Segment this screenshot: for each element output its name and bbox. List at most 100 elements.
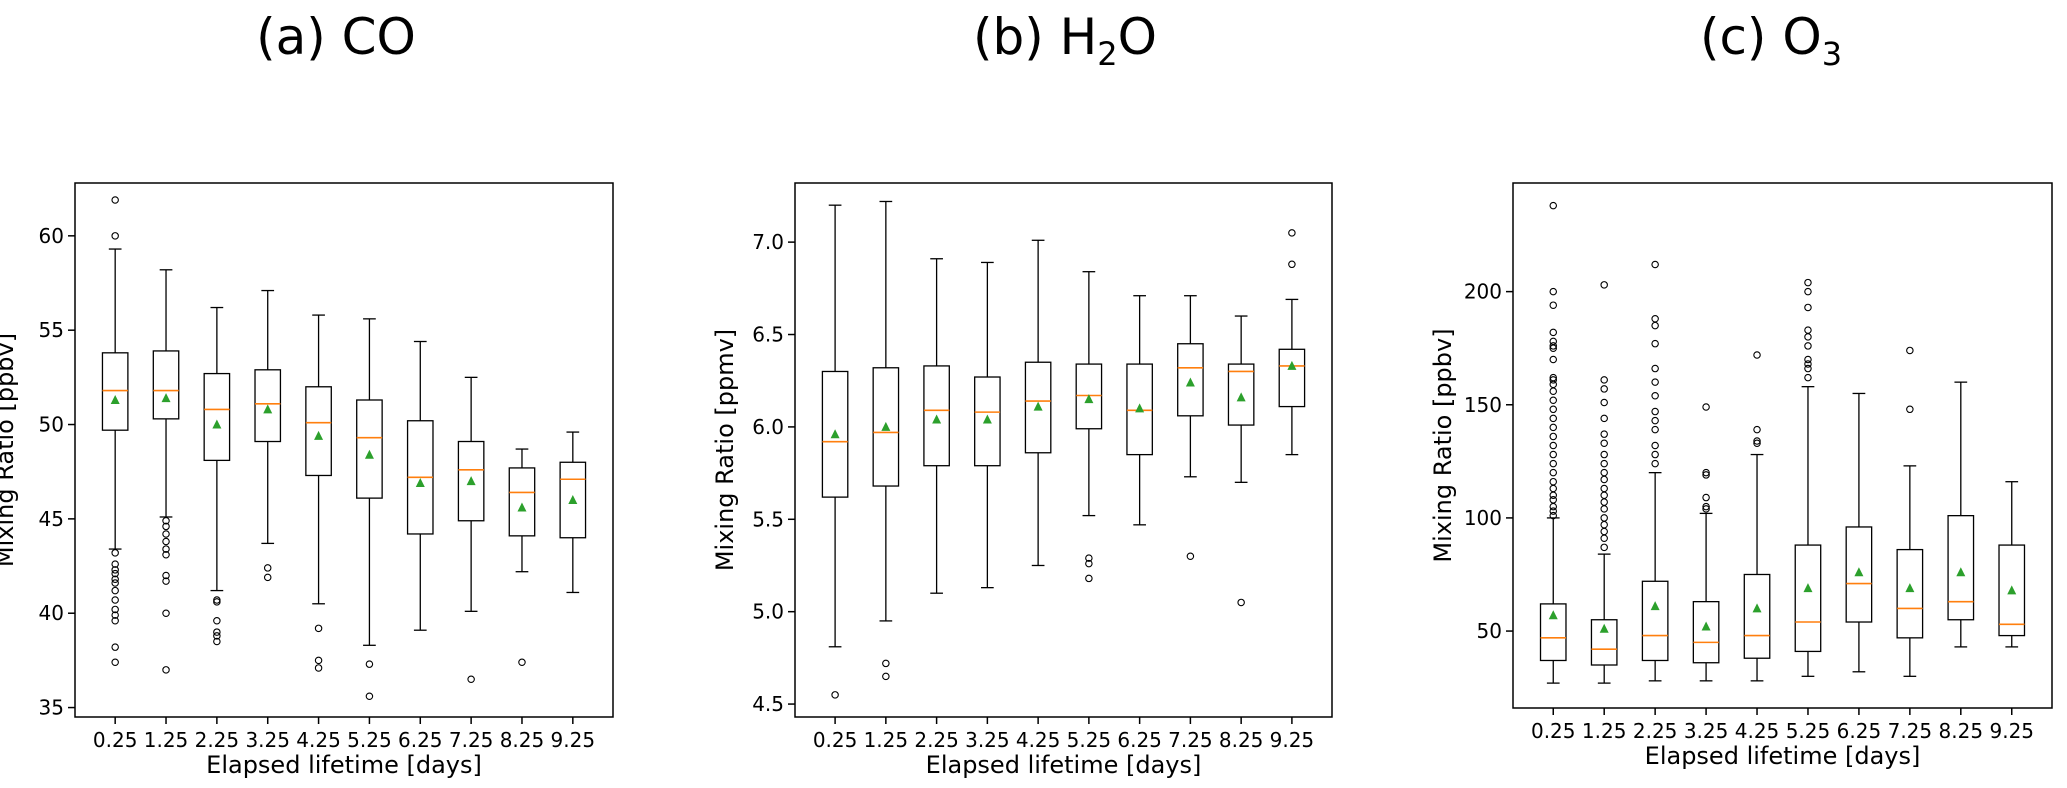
outlier-point (1549, 328, 1557, 337)
mean-marker (212, 419, 222, 429)
outlier-point (1906, 346, 1914, 355)
title-h2o-sub: 2 (1097, 35, 1118, 73)
mean-marker (830, 429, 840, 439)
outlier-point (467, 675, 475, 684)
box-7.25 (1177, 295, 1204, 560)
outlier-point (1651, 407, 1659, 416)
iqr-box (203, 372, 231, 462)
outlier-point (1702, 468, 1710, 477)
box-9.25 (1278, 229, 1306, 456)
outlier-point (1600, 398, 1608, 407)
outlier-point (1804, 333, 1812, 341)
outlier-point (1600, 414, 1608, 423)
box-0.25 (821, 204, 849, 699)
iqr-box (508, 467, 536, 537)
x-tick-label: 7.25 (1168, 728, 1213, 752)
x-tick-label: 7.25 (1888, 719, 1933, 743)
box-6.25 (406, 340, 434, 631)
outlier-point (314, 664, 323, 672)
mean-marker (1599, 623, 1609, 633)
x-tick-label: 5.25 (1067, 728, 1112, 752)
iqr-box (457, 440, 485, 522)
outlier-point (1702, 403, 1710, 411)
x-tick-label: 9.25 (551, 728, 596, 752)
outlier-point (162, 577, 170, 585)
outlier-point (1804, 342, 1812, 350)
outlier-point (162, 517, 170, 525)
iqr-box (1845, 526, 1873, 623)
mean-marker (1854, 567, 1864, 577)
iqr-box (1024, 361, 1052, 454)
mean-marker (415, 478, 425, 488)
outlier-point (1600, 281, 1608, 289)
box-2.25 (923, 258, 950, 594)
box-3.25 (974, 261, 1001, 589)
outlier-point (1085, 574, 1093, 583)
outlier-point (111, 605, 119, 614)
outlier-point (1549, 432, 1557, 441)
outlier-point (1651, 391, 1659, 400)
mean-marker (1701, 621, 1711, 631)
iqr-box (1896, 548, 1924, 639)
y-tick-label: 40 (39, 601, 64, 625)
iqr-box (1641, 580, 1669, 662)
outlier-point (882, 672, 890, 681)
outlier-point (1549, 507, 1557, 515)
outlier-point (1549, 344, 1557, 352)
outlier-point (1600, 450, 1608, 459)
iqr-box (821, 370, 849, 498)
outlier-point (1600, 468, 1608, 477)
x-tick-label: 4.25 (1016, 728, 1061, 752)
outlier-point (111, 579, 119, 587)
iqr-box (1794, 544, 1822, 653)
outlier-point (1186, 552, 1195, 560)
x-tick-label: 0.25 (813, 728, 858, 752)
outlier-point (1651, 260, 1659, 269)
y-tick-label: 60 (39, 224, 64, 248)
outlier-point (111, 566, 119, 574)
outlier-point (1549, 414, 1557, 423)
outlier-point (111, 569, 119, 578)
outlier-point (1549, 405, 1557, 414)
y-axis-label: Mixing Ratio [ppbv] (0, 333, 19, 567)
y-tick-label: 200 (1464, 280, 1502, 304)
box-7.25 (1896, 346, 1924, 677)
outlier-point (1600, 475, 1608, 484)
outlier-point (1804, 278, 1812, 287)
box-1.25 (1590, 281, 1618, 684)
outlier-point (111, 643, 119, 651)
title-o3-sub: 3 (1821, 35, 1843, 73)
iqr-box (305, 386, 332, 477)
outlier-point (1804, 364, 1812, 373)
mean-marker (314, 430, 324, 440)
box-6.25 (1126, 295, 1153, 526)
mean-marker (1650, 601, 1660, 611)
box-2.25 (203, 306, 231, 646)
iqr-box (356, 399, 383, 499)
outlier-point (1237, 598, 1245, 607)
outlier-point (162, 609, 170, 617)
outlier-point (1651, 378, 1659, 386)
plot-frame (794, 182, 1333, 718)
x-tick-label: 1.25 (864, 728, 909, 752)
mean-marker (1185, 377, 1195, 387)
x-tick-label: 2.25 (914, 728, 959, 752)
outlier-point (1753, 351, 1761, 359)
mean-marker (982, 414, 992, 424)
panel-0: 35 40 45 50 55 60 0.25 1.25 2.25 3.25 4.25 5.25 6.25… (0, 182, 614, 779)
outlier-point (1549, 484, 1557, 493)
box-9.25 (559, 431, 587, 594)
panel-2: 50 100 150 200 0.25 1.25 2.25 3.25 4.25 5.25 6.25 7… (1429, 182, 2053, 770)
mean-marker (110, 394, 120, 404)
outlier-point (1600, 527, 1608, 536)
outlier-point (1549, 423, 1557, 432)
outlier-point (1651, 450, 1659, 459)
outlier-point (1702, 502, 1710, 511)
outlier-point (1702, 493, 1710, 502)
x-tick-label: 2.25 (1633, 719, 1678, 743)
mean-marker (1803, 583, 1813, 593)
outlier-point (1600, 459, 1608, 468)
box-6.25 (1845, 392, 1873, 673)
mean-marker (1084, 394, 1094, 404)
